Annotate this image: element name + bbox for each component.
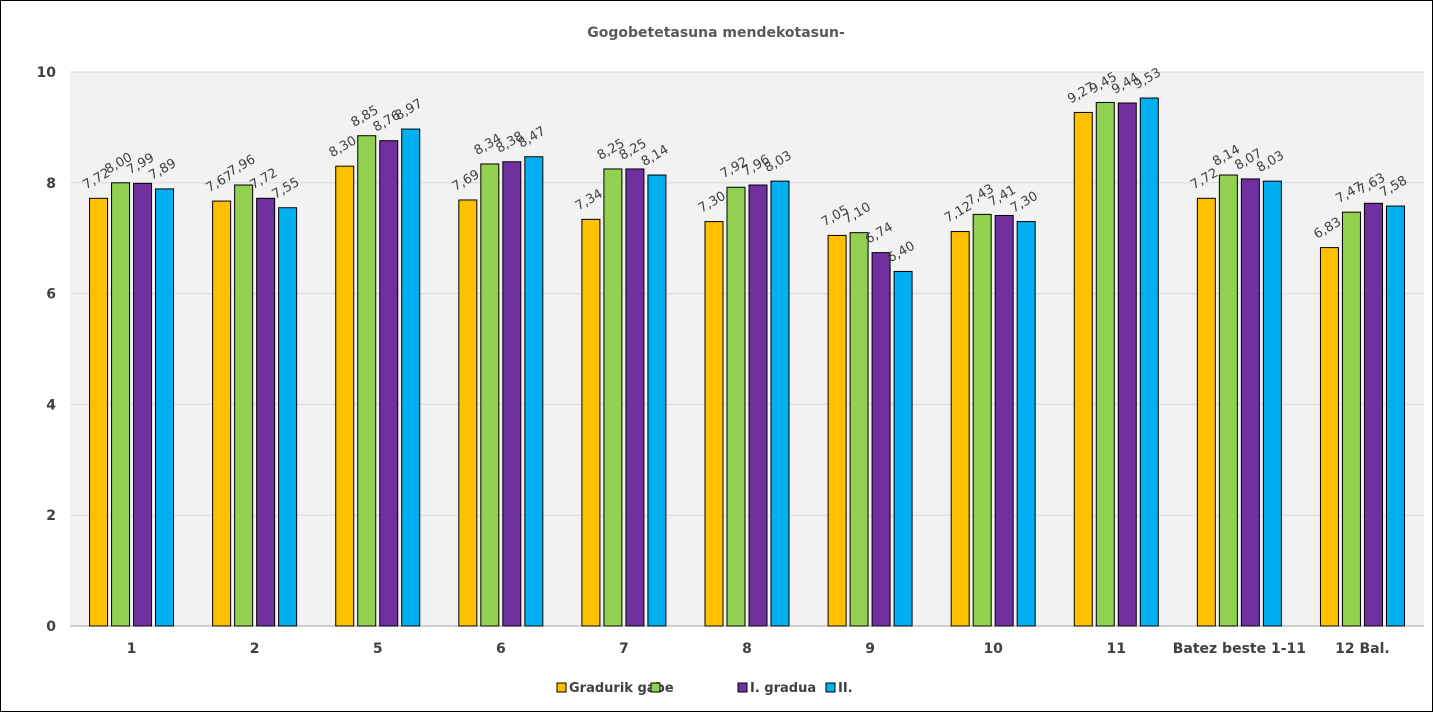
bar [234, 184, 254, 627]
bar [89, 197, 109, 627]
legend-swatch [556, 682, 567, 693]
bar [1319, 247, 1339, 627]
bar [726, 186, 746, 627]
bar [625, 168, 645, 627]
y-tick-label: 10 [37, 65, 57, 81]
bar [278, 207, 298, 627]
bar [1016, 221, 1036, 627]
bar [502, 161, 522, 627]
x-tick-label: 6 [496, 641, 506, 657]
x-tick-label: 12 Bal. [1335, 641, 1390, 657]
bar [1363, 202, 1383, 627]
bar [401, 128, 421, 627]
bar [1073, 111, 1093, 627]
x-tick-label: 11 [1107, 641, 1126, 657]
y-tick-label: 8 [46, 176, 56, 192]
bar [581, 218, 601, 627]
bar [111, 182, 131, 627]
bar [1117, 102, 1137, 627]
x-tick-label: 9 [865, 641, 875, 657]
chart-title: Gogobetetasuna mendekotasun- [587, 25, 845, 41]
bar [1095, 101, 1115, 627]
y-tick-label: 4 [46, 397, 56, 413]
bar [1341, 211, 1361, 627]
legend-label: Gradurik gabe [569, 681, 674, 696]
legend-swatch [825, 682, 836, 693]
x-tick-label: 1 [127, 641, 137, 657]
x-tick-label: 5 [373, 641, 383, 657]
legend-swatch [650, 682, 661, 693]
bar [972, 213, 992, 627]
x-tick-label: Batez beste 1-11 [1173, 641, 1306, 657]
bar [1262, 180, 1282, 627]
bar [1240, 178, 1260, 627]
bar [357, 135, 377, 627]
y-tick-label: 2 [46, 508, 56, 524]
bar [893, 270, 913, 627]
bar [1196, 197, 1216, 627]
bar [458, 199, 478, 627]
bar [133, 182, 153, 627]
x-tick-label: 7 [619, 641, 629, 657]
bar [1218, 174, 1238, 627]
bar [871, 252, 891, 627]
bar [256, 197, 276, 627]
x-tick-label: 2 [250, 641, 260, 657]
bar [827, 234, 847, 627]
bar [849, 232, 869, 627]
bar [212, 200, 232, 627]
bar [647, 174, 667, 627]
y-tick-label: 0 [46, 619, 56, 635]
x-tick-label: 8 [742, 641, 752, 657]
bar [1139, 97, 1159, 627]
bar [524, 156, 544, 627]
legend-swatch [737, 682, 748, 693]
legend-label: II. [838, 681, 853, 696]
bar [748, 184, 768, 627]
bar [1385, 205, 1405, 627]
bar [155, 188, 175, 627]
legend: Gradurik gabe I. gradua II. [556, 681, 853, 696]
bar [379, 140, 399, 627]
legend-label: I. gradua [750, 681, 816, 696]
bar [335, 165, 355, 627]
y-axis: 0 2 4 6 8 10 [37, 65, 57, 635]
bar [770, 180, 790, 627]
x-axis: 1 2 5 6 7 8 9 10 11 Batez beste 1-11 12 Bal. [127, 641, 1390, 657]
bar [704, 221, 724, 627]
bar [480, 163, 500, 627]
bar [603, 168, 623, 627]
x-tick-label: 10 [983, 641, 1003, 657]
bar [950, 231, 970, 627]
bar [994, 214, 1014, 627]
bars [89, 97, 1405, 627]
y-tick-label: 6 [46, 287, 56, 303]
